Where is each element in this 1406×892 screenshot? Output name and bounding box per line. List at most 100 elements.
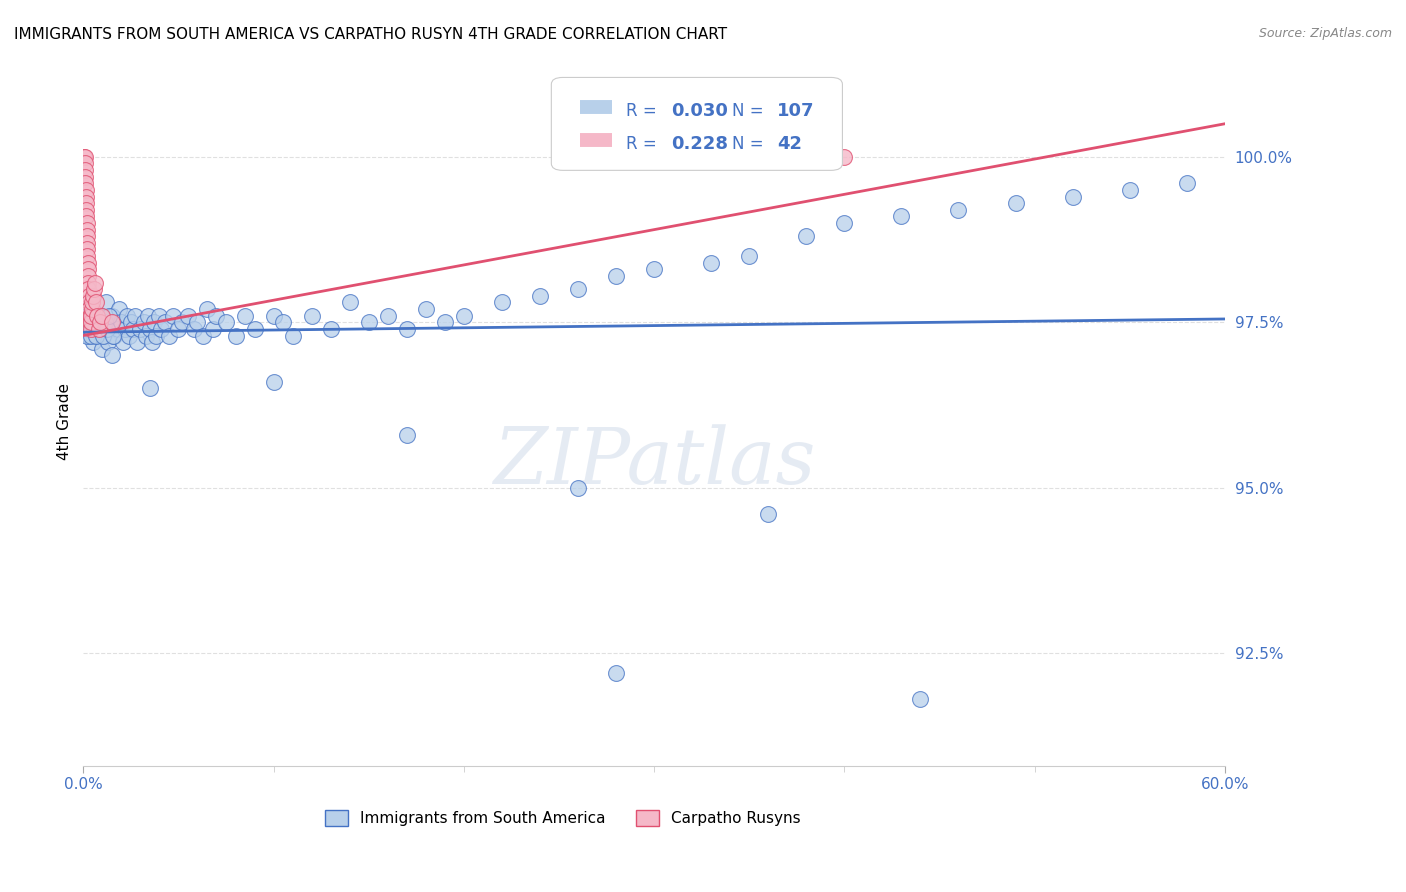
Point: [75, 202, 97, 217]
Point: [79, 301, 101, 316]
Point: [890, 210, 912, 224]
Text: 42: 42: [778, 135, 803, 153]
Point: [129, 322, 152, 336]
Point: [79, 322, 101, 336]
Point: [73, 163, 96, 178]
Legend: Immigrants from South America, Carpatho Rusyns: Immigrants from South America, Carpatho …: [319, 805, 807, 832]
Point: [82, 295, 104, 310]
Point: [98, 322, 121, 336]
Point: [233, 309, 256, 323]
Point: [82, 335, 104, 350]
Text: 0.228: 0.228: [671, 135, 728, 153]
Point: [79, 295, 101, 310]
Point: [224, 328, 246, 343]
Point: [75, 210, 97, 224]
Point: [83, 282, 105, 296]
Text: ZIPatlas: ZIPatlas: [494, 425, 815, 501]
Point: [75, 189, 97, 203]
Text: N =: N =: [731, 135, 769, 153]
Point: [83, 276, 105, 290]
FancyBboxPatch shape: [551, 78, 842, 170]
Point: [89, 322, 111, 336]
Point: [101, 315, 124, 329]
Point: [215, 315, 238, 329]
Point: [91, 328, 114, 343]
Point: [82, 289, 104, 303]
Point: [529, 289, 551, 303]
Point: [567, 481, 589, 495]
Point: [101, 328, 124, 343]
Point: [77, 315, 100, 329]
Point: [75, 315, 97, 329]
Point: [97, 335, 120, 350]
Point: [75, 196, 97, 211]
Point: [90, 309, 112, 323]
Point: [834, 216, 856, 230]
Point: [153, 315, 176, 329]
Point: [1062, 189, 1084, 203]
Point: [191, 328, 214, 343]
Text: R =: R =: [626, 102, 662, 120]
Point: [94, 295, 117, 310]
Point: [87, 322, 110, 336]
Point: [136, 309, 159, 323]
Point: [453, 309, 475, 323]
Point: [263, 309, 285, 323]
Text: Source: ZipAtlas.com: Source: ZipAtlas.com: [1258, 27, 1392, 40]
Point: [112, 335, 135, 350]
Text: 107: 107: [778, 102, 815, 120]
Point: [80, 315, 103, 329]
Point: [357, 315, 380, 329]
Point: [91, 309, 114, 323]
Point: [186, 315, 208, 329]
Point: [94, 315, 117, 329]
Point: [73, 156, 96, 170]
Point: [183, 322, 205, 336]
Point: [134, 315, 156, 329]
Point: [76, 229, 98, 244]
Point: [491, 295, 513, 310]
Point: [263, 375, 285, 389]
Point: [79, 309, 101, 323]
Point: [75, 177, 97, 191]
Point: [83, 322, 105, 336]
Point: [141, 335, 163, 350]
Point: [101, 309, 124, 323]
Point: [115, 309, 138, 323]
Point: [76, 243, 98, 257]
Point: [76, 249, 98, 263]
Point: [948, 202, 970, 217]
Point: [83, 322, 105, 336]
Point: [77, 328, 100, 343]
Point: [139, 381, 162, 395]
Point: [121, 322, 143, 336]
Point: [73, 315, 96, 329]
Point: [108, 301, 131, 316]
Point: [415, 301, 437, 316]
Point: [281, 328, 304, 343]
Point: [86, 315, 108, 329]
Point: [567, 282, 589, 296]
Point: [738, 249, 761, 263]
Point: [395, 322, 418, 336]
Point: [1175, 177, 1198, 191]
Point: [339, 295, 361, 310]
Point: [910, 692, 932, 706]
Point: [76, 309, 98, 323]
Point: [157, 328, 180, 343]
Point: [79, 309, 101, 323]
Point: [79, 322, 101, 336]
Point: [96, 322, 118, 336]
Point: [834, 150, 856, 164]
Y-axis label: 4th Grade: 4th Grade: [58, 383, 72, 460]
Point: [135, 328, 157, 343]
Point: [84, 328, 107, 343]
Point: [167, 322, 190, 336]
Point: [82, 315, 104, 329]
Point: [107, 322, 129, 336]
Point: [84, 295, 107, 310]
Point: [77, 268, 100, 283]
Point: [76, 262, 98, 277]
Point: [87, 315, 110, 329]
Point: [162, 309, 184, 323]
